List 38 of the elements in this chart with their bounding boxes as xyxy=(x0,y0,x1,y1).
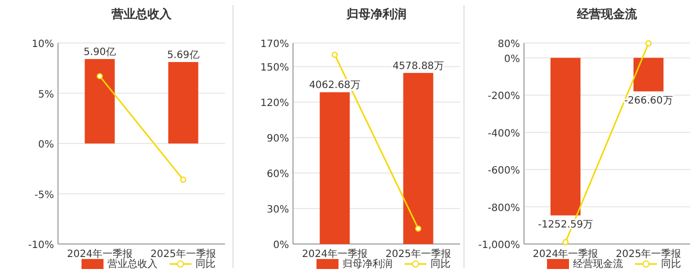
x-tick-label: 2025年一季报 xyxy=(386,248,451,260)
legend-label: 归母净利润 xyxy=(342,258,392,270)
y-tick-label: 0% xyxy=(38,140,54,150)
chart-title: 归母净利润 xyxy=(346,7,406,21)
y-tick-label: 170% xyxy=(260,39,289,50)
y-tick-label: 5% xyxy=(38,89,54,100)
legend-label: 营业总收入 xyxy=(108,258,158,270)
y-tick-label: -5% xyxy=(34,190,54,201)
y-tick-label: -800% xyxy=(488,202,520,214)
y-tick-label: 150% xyxy=(260,62,289,74)
chart-title: 营业总收入 xyxy=(110,7,172,21)
y-tick-label: 10% xyxy=(32,39,54,50)
y-tick-label: 80% xyxy=(498,39,520,50)
x-tick-label: 2025年一季报 xyxy=(616,248,682,260)
legend-label: 同比 xyxy=(661,258,681,270)
legend-label: 同比 xyxy=(196,258,216,270)
y-tick-label: -200% xyxy=(488,91,520,102)
data-label: 5.90亿 xyxy=(84,47,116,58)
x-tick-label: 2024年一季报 xyxy=(532,248,598,260)
y-tick-label: 60% xyxy=(266,169,289,180)
y-tick-label: 120% xyxy=(260,98,289,110)
legend-label: 同比 xyxy=(430,258,450,270)
y-tick-label: 0% xyxy=(273,240,289,251)
data-label: 4578.88万 xyxy=(392,60,444,72)
y-tick-label: 30% xyxy=(266,204,289,216)
x-tick-label: 2024年一季报 xyxy=(302,248,368,260)
legend-label: 经营现金流 xyxy=(573,258,623,270)
y-tick-label: 0% xyxy=(504,54,520,65)
y-tick-label: -400% xyxy=(488,128,520,140)
y-tick-label: 90% xyxy=(266,134,289,145)
y-tick-label: -600% xyxy=(488,166,520,177)
x-tick-label: 2025年一季报 xyxy=(150,248,216,260)
chart-title: 经营现金流 xyxy=(576,7,638,21)
y-tick-label: -10% xyxy=(28,240,54,251)
data-label: 5.69亿 xyxy=(167,50,200,62)
x-tick-label: 2024年一季报 xyxy=(67,248,132,260)
y-tick-label: -1,000% xyxy=(478,240,520,251)
data-label: -266.60万 xyxy=(624,95,673,106)
